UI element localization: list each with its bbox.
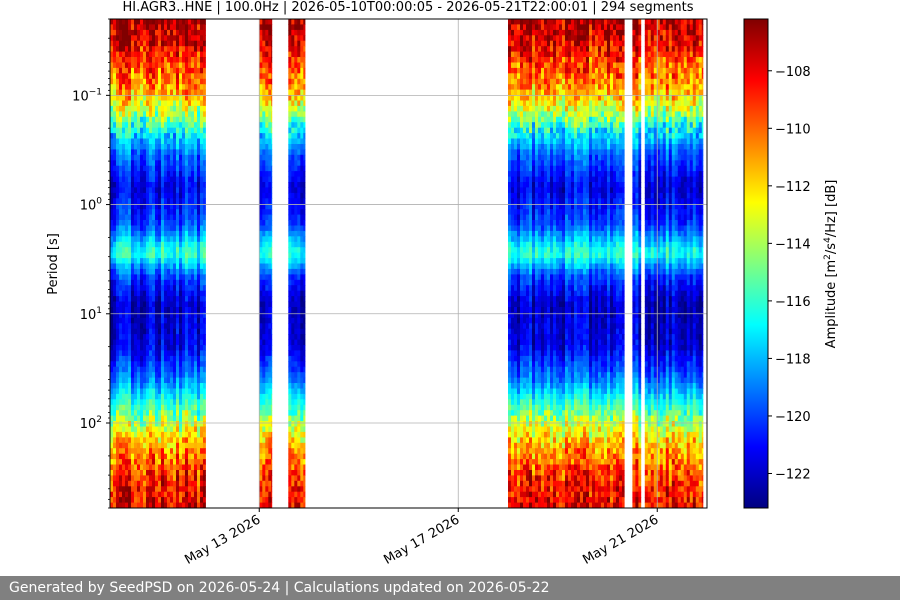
- colorbar-tick-label: −120: [775, 410, 811, 425]
- y-tick-label: 102: [80, 415, 102, 432]
- colorbar-tick-label: −108: [775, 65, 811, 80]
- data-interval-3: [508, 19, 625, 508]
- data-interval-4: [632, 19, 642, 508]
- x-axis: May 13 2026 May 17 2026 May 21 2026: [182, 508, 661, 568]
- colorbar-tick-label: −112: [775, 180, 811, 195]
- spectrogram-heatmap: [110, 19, 704, 508]
- data-interval-1: [259, 19, 273, 508]
- colorbar-ticks: −108 −110 −112 −114 −116 −118 −120 −122: [768, 65, 811, 482]
- colorbar-tick-label: −122: [775, 467, 811, 482]
- x-tick-label: May 21 2026: [580, 512, 661, 567]
- y-axis: 10−1 100 101 102: [72, 18, 110, 509]
- data-interval-0: [110, 19, 206, 508]
- plot-frame: [109, 18, 708, 509]
- data-interval-5: [644, 19, 704, 508]
- colorbar-tick-label: −118: [775, 352, 811, 367]
- y-tick-label: 101: [80, 306, 102, 323]
- colorbar-tick-label: −116: [775, 295, 811, 310]
- colorbar-tick-label: −114: [775, 237, 811, 252]
- footer-bar: Generated by SeedPSD on 2026-05-24 | Cal…: [0, 576, 900, 600]
- footer-text: Generated by SeedPSD on 2026-05-24 | Cal…: [9, 580, 550, 596]
- data-interval-2: [288, 19, 306, 508]
- chart-title: HI.AGR3..HNE | 100.0Hz | 2026-05-10T00:0…: [123, 0, 694, 15]
- colorbar-tick-label: −110: [775, 122, 811, 137]
- y-tick-label: 10−1: [72, 87, 102, 104]
- y-axis-label: Period [s]: [46, 233, 61, 295]
- grid-lines: [110, 19, 707, 508]
- colorbar: [743, 18, 769, 509]
- colorbar-label: Amplitude [m2/s4/Hz] [dB]: [823, 180, 839, 349]
- y-tick-label: 100: [80, 197, 103, 214]
- x-tick-label: May 17 2026: [381, 512, 462, 567]
- x-tick-label: May 13 2026: [182, 512, 263, 567]
- psd-figure: HI.AGR3..HNE | 100.0Hz | 2026-05-10T00:0…: [46, 0, 839, 568]
